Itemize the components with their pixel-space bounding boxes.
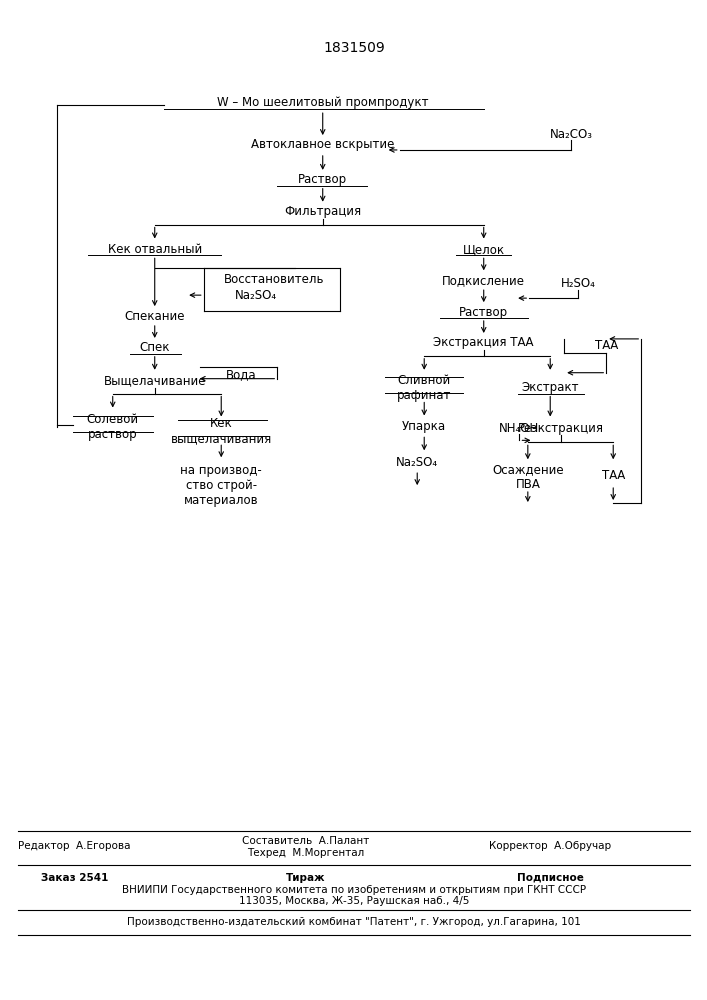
Text: NH₄OH: NH₄OH	[499, 422, 539, 435]
Text: Выщелачивание: Выщелачивание	[103, 374, 206, 387]
Text: Техред  М.Моргентал: Техред М.Моргентал	[247, 848, 364, 858]
Text: Упарка: Упарка	[402, 420, 446, 433]
Text: Вода: Вода	[226, 368, 256, 381]
Text: Спекание: Спекание	[124, 310, 185, 323]
Text: Восстановитель: Восстановитель	[223, 273, 324, 286]
Text: 113035, Москва, Ж-35, Раушская наб., 4/5: 113035, Москва, Ж-35, Раушская наб., 4/5	[239, 896, 469, 906]
Text: ТАА: ТАА	[602, 469, 625, 482]
Text: Корректор  А.Обручар: Корректор А.Обручар	[489, 841, 612, 851]
Text: Сливной
рафинат: Сливной рафинат	[397, 374, 451, 402]
Text: ТАА: ТАА	[595, 339, 618, 352]
Text: Солевой
раствор: Солевой раствор	[87, 413, 139, 441]
Text: Составитель  А.Палант: Составитель А.Палант	[242, 836, 369, 846]
Text: Кек отвальный: Кек отвальный	[107, 243, 202, 256]
Text: Автоклавное вскрытие: Автоклавное вскрытие	[251, 138, 395, 151]
Text: Экстракт: Экстракт	[522, 381, 579, 394]
Text: на производ-
ство строй-
материалов: на производ- ство строй- материалов	[180, 464, 262, 507]
Text: Кек
выщелачивания: Кек выщелачивания	[170, 417, 272, 445]
Text: Редактор  А.Егорова: Редактор А.Егорова	[18, 841, 131, 851]
Text: W – Mo шеелитовый промпродукт: W – Mo шеелитовый промпродукт	[217, 96, 428, 109]
Text: Na₂SO₄: Na₂SO₄	[396, 456, 438, 469]
Text: Раствор: Раствор	[459, 306, 508, 319]
Text: Раствор: Раствор	[298, 173, 347, 186]
Text: Щелок: Щелок	[462, 243, 505, 256]
Text: Подкисление: Подкисление	[442, 274, 525, 287]
Text: Na₂SO₄: Na₂SO₄	[235, 289, 277, 302]
Text: Тираж: Тираж	[286, 873, 325, 883]
Text: H₂SO₄: H₂SO₄	[561, 277, 596, 290]
Text: Производственно-издательский комбинат "Патент", г. Ужгород, ул.Гагарина, 101: Производственно-издательский комбинат "П…	[127, 917, 581, 927]
Text: Осаждение
ПВА: Осаждение ПВА	[492, 463, 563, 491]
Text: Экстракция ТАА: Экстракция ТАА	[433, 336, 534, 349]
Text: Фильтрация: Фильтрация	[284, 205, 361, 218]
Text: Na₂CO₃: Na₂CO₃	[550, 128, 592, 141]
Text: 1831509: 1831509	[323, 41, 385, 55]
Text: Реэкстракция: Реэкстракция	[518, 422, 604, 435]
Text: ВНИИПИ Государственного комитета по изобретениям и открытиям при ГКНТ СССР: ВНИИПИ Государственного комитета по изоб…	[122, 885, 586, 895]
Text: Заказ 2541: Заказ 2541	[40, 873, 108, 883]
Text: Спек: Спек	[139, 341, 170, 354]
Text: Подписное: Подписное	[517, 873, 584, 883]
